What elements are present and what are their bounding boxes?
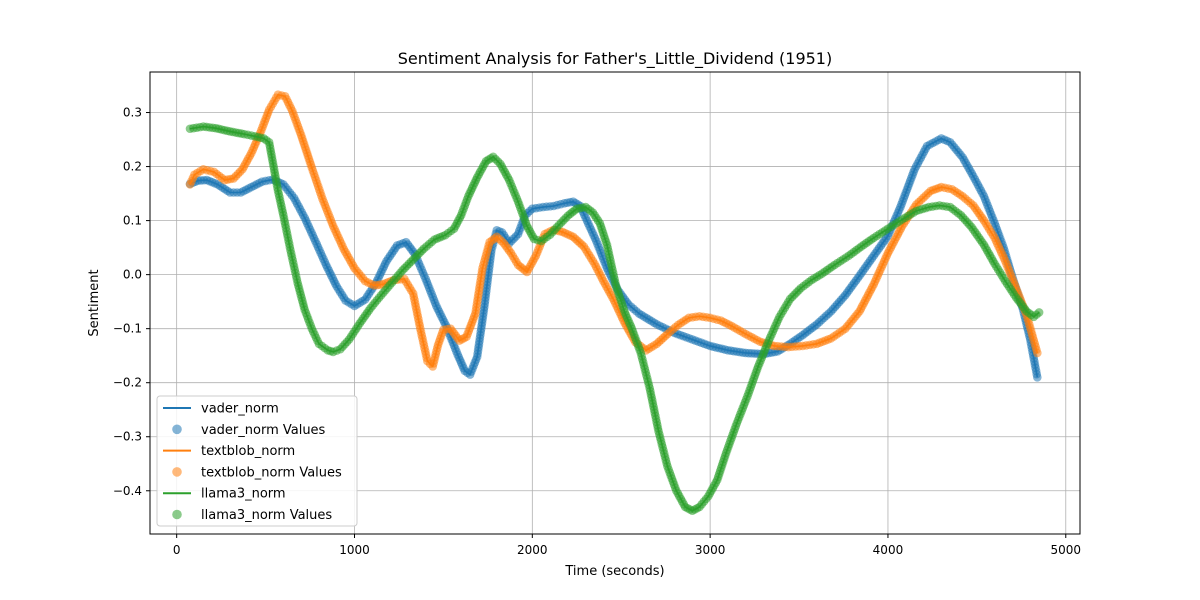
x-tick-label: 5000 — [1051, 543, 1082, 557]
legend-label: vader_norm — [201, 402, 279, 417]
legend-label: textblob_norm Values — [201, 465, 342, 480]
legend-label: llama3_norm — [201, 487, 286, 502]
series-llama3_norm — [185, 122, 1044, 516]
x-tick-label: 2000 — [517, 543, 548, 557]
data-layer — [185, 90, 1044, 516]
x-axis-label: Time (seconds) — [564, 564, 664, 579]
legend-box — [156, 395, 358, 527]
legend-label: llama3_norm Values — [201, 508, 332, 523]
legend: vader_norm vader_norm Values textblob_norm… — [156, 395, 358, 527]
legend-marker-swatch — [172, 424, 182, 435]
series-line — [189, 137, 1039, 378]
y-tick-label: 0.2 — [123, 160, 142, 174]
y-tick-label: 0.0 — [123, 268, 142, 282]
series-line — [189, 125, 1040, 512]
x-tick-label: 1000 — [339, 543, 370, 557]
legend-marker-swatch — [172, 467, 182, 477]
y-tick-label: 0.3 — [123, 106, 142, 120]
legend-label: textblob_norm — [201, 444, 295, 459]
y-tick-label: 0.1 — [123, 214, 142, 228]
x-tick-label: 3000 — [695, 543, 726, 557]
legend-marker-swatch — [172, 509, 182, 520]
y-tick-label: −0.1 — [113, 322, 142, 336]
y-tick-label: −0.4 — [113, 484, 142, 498]
y-tick-label: −0.2 — [113, 376, 142, 390]
x-tick-label: 0 — [173, 543, 181, 557]
legend-label: vader_norm Values — [201, 423, 326, 438]
x-tick-label: 4000 — [873, 543, 904, 557]
y-axis-label: Sentiment — [87, 269, 102, 336]
y-tick-label: −0.3 — [113, 430, 142, 444]
data-point — [1033, 348, 1042, 358]
axis-ticks: 0 1000 2000 3000 4000 5000 0.3 0.2 0.1 0.0 −0.1 −0.… — [113, 106, 1081, 557]
chart-title: Sentiment Analysis for Father's_Little_D… — [398, 49, 832, 69]
plot-frame — [149, 71, 1081, 535]
